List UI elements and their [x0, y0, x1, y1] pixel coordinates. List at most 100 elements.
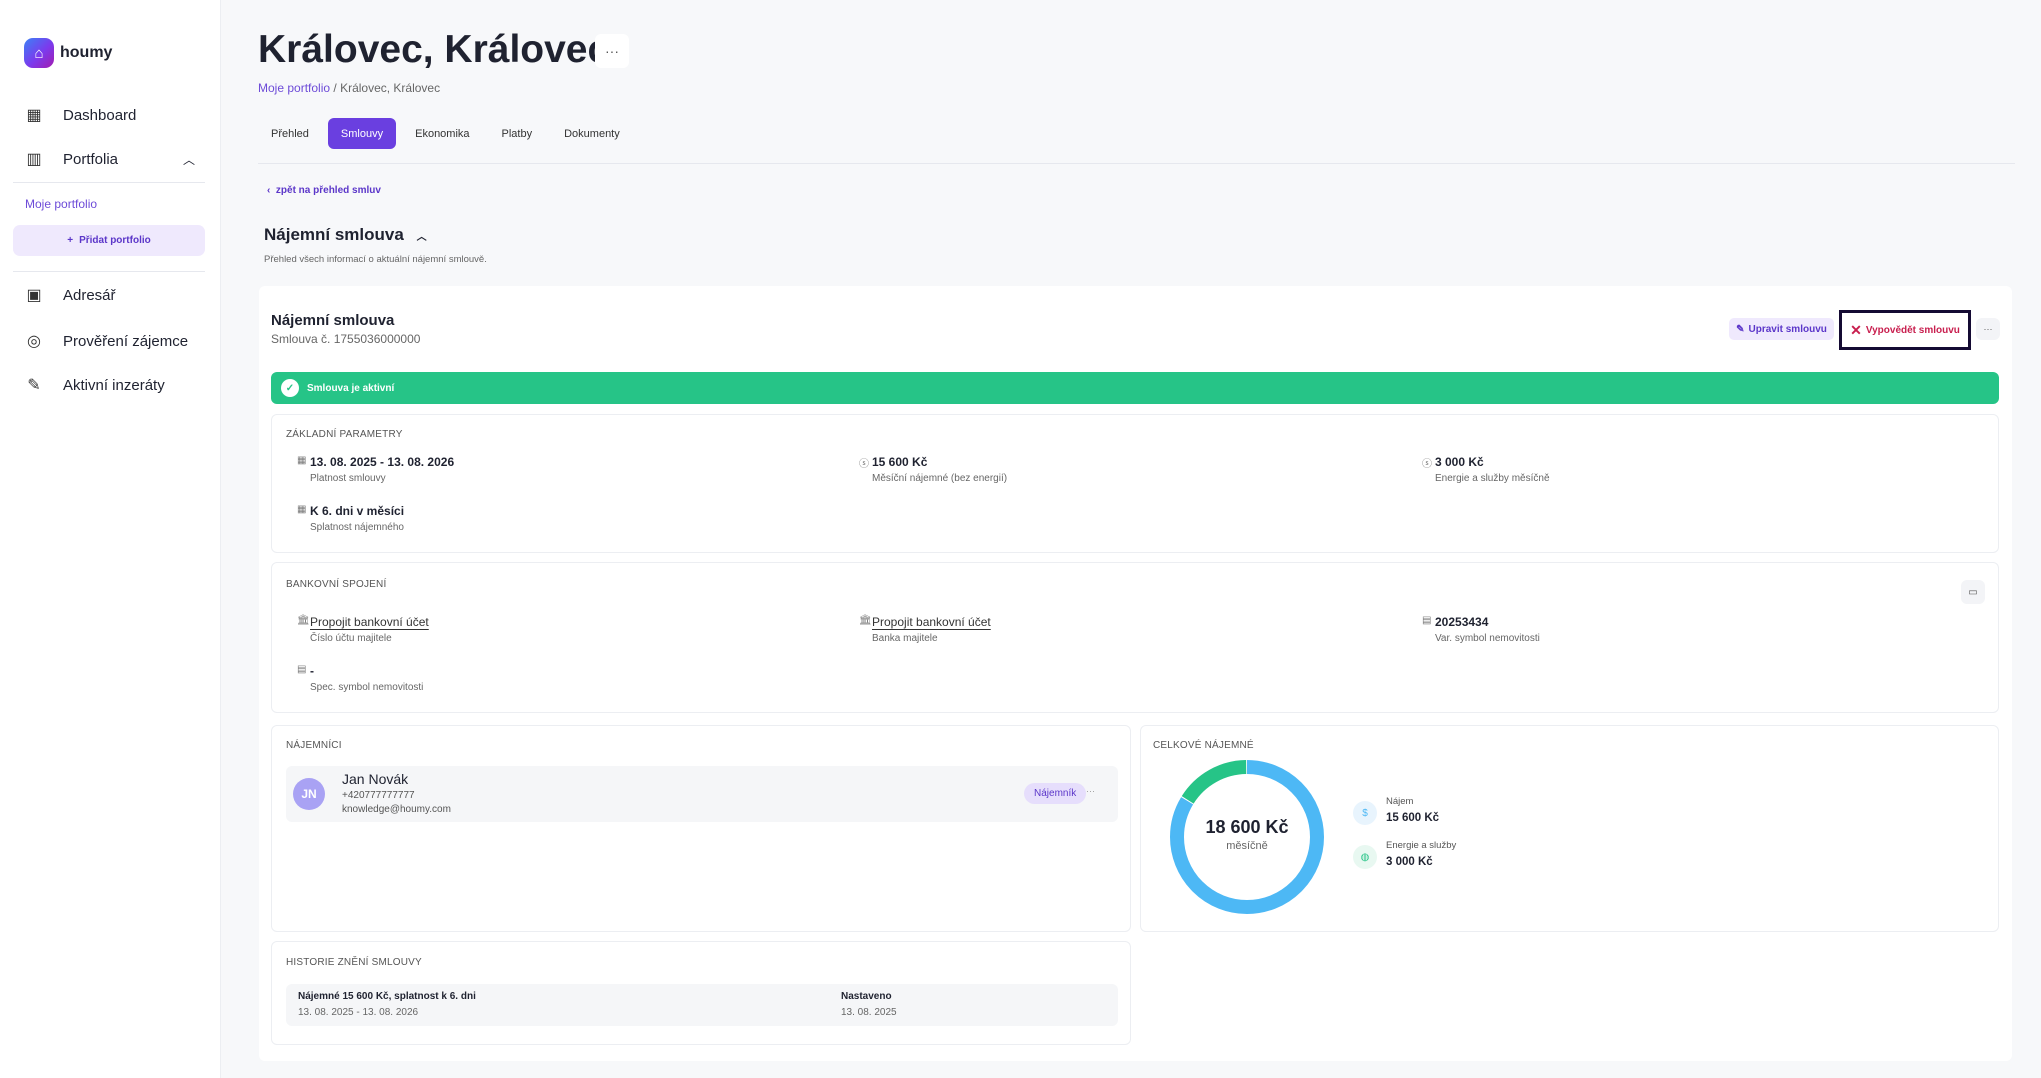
tenant-email: knowledge@houmy.com — [342, 804, 451, 815]
label: Banka majitele — [872, 633, 938, 644]
terminate-contract-button[interactable]: ✕ Vypovědět smlouvu — [1839, 310, 1971, 350]
tab-smlouvy[interactable]: Smlouvy — [327, 118, 397, 149]
section-heading: NÁJEMNÍCI — [286, 740, 342, 751]
validity-item: ▦ 13. 08. 2025 - 13. 08. 2026 Platnost sml… — [297, 455, 455, 484]
edit-contract-button[interactable]: ✎ Upravit smlouvu — [1729, 318, 1834, 340]
tenant-row[interactable]: JN Jan Novák +420777777777 knowledge@hou… — [286, 766, 1118, 822]
tab-prehled[interactable]: Přehled — [271, 127, 309, 140]
calendar-icon: ▦ — [297, 504, 307, 515]
add-portfolio-button[interactable]: + Přidat portfolio — [13, 225, 205, 256]
tenant-name: Jan Novák — [342, 771, 409, 787]
sidebar-subitem-moje-portfolio[interactable]: Moje portfolio — [25, 197, 98, 211]
divider — [258, 163, 2015, 164]
coin-icon: ⓢ — [859, 459, 869, 470]
connect-bank-link[interactable]: Propojit bankovní účet — [310, 615, 429, 629]
label: Var. symbol nemovitosti — [1435, 633, 1540, 644]
breadcrumb: Moje portfolio / Královec, Královec — [258, 81, 441, 95]
status-banner: ✓ Smlouva je aktivní — [271, 372, 1999, 404]
total-amount: 18 600 Kč — [1205, 817, 1289, 837]
chevron-left-icon: ‹ — [267, 185, 271, 196]
legend-rent: Nájem 15 600 Kč — [1386, 796, 1439, 824]
breadcrumb-link[interactable]: Moje portfolio — [258, 81, 331, 95]
tenants-card: NÁJEMNÍCI JN Jan Novák +420777777777 kno… — [271, 725, 1131, 932]
tenant-more-button[interactable]: ··· — [1086, 786, 1095, 796]
label: Přidat portfolio — [79, 235, 151, 246]
basic-parameters-card: ZÁKLADNÍ PARAMETRY ▦ 13. 08. 2025 - 13. 0… — [271, 414, 1999, 553]
ellipsis-icon: ··· — [1086, 786, 1095, 796]
receipt-icon: ▤ — [1422, 615, 1432, 626]
section-heading: ZÁKLADNÍ PARAMETRY — [286, 429, 403, 440]
section-heading: HISTORIE ZNĚNÍ SMLOUVY — [286, 957, 422, 968]
tenant-phone: +420777777777 — [342, 790, 415, 801]
value: 13. 08. 2025 - 13. 08. 2026 — [310, 455, 455, 469]
ruler-icon: ✎ — [27, 377, 41, 394]
value: K 6. dni v měsíci — [310, 504, 405, 518]
label: Dashboard — [63, 106, 137, 124]
page-more-button[interactable]: ··· — [595, 34, 629, 68]
pencil-icon: ✎ — [1736, 323, 1745, 335]
brand-name: houmy — [60, 44, 113, 61]
check-circle-icon: ✓ — [281, 379, 299, 397]
value: 15 600 Kč — [872, 455, 928, 469]
sidebar-item-aktivni-inzeraty[interactable]: ✎ Aktivní inzeráty — [25, 376, 165, 395]
label: Vypovědět smlouvu — [1865, 324, 1960, 336]
value: 3 000 Kč — [1435, 455, 1484, 469]
sidebar-item-portfolia[interactable]: ▥ Portfolia ︿ — [25, 150, 195, 169]
value: 3 000 Kč — [1386, 856, 1433, 868]
legend-utilities: Energie a služby 3 000 Kč — [1386, 840, 1456, 868]
due-item: ▦ K 6. dni v měsíci Splatnost nájemného — [297, 504, 405, 533]
history-card: HISTORIE ZNĚNÍ SMLOUVY Nájemné 15 600 Kč… — [271, 941, 1131, 1045]
user-search-icon: ◎ — [27, 333, 41, 350]
role-badge: Nájemník — [1024, 783, 1087, 804]
energy-icon: ◍ — [1353, 845, 1377, 869]
bank-icon: 🏛 — [297, 615, 310, 626]
building-icon: ▥ — [26, 151, 42, 168]
connect-bank-link[interactable]: Propojit bankovní účet — [872, 615, 991, 629]
bank-icon: 🏛 — [859, 615, 872, 626]
value: 15 600 Kč — [1386, 812, 1440, 824]
spec-symbol-item: ▤ - Spec. symbol nemovitosti — [297, 664, 423, 693]
label: Nájem — [1386, 796, 1414, 807]
ellipsis-icon: ··· — [605, 43, 619, 59]
donut-segment-0 — [1170, 760, 1324, 914]
contract-more-button[interactable]: ··· — [1976, 318, 2000, 340]
sidebar-item-dashboard[interactable]: ▦ Dashboard — [25, 106, 137, 125]
label: Upravit smlouvu — [1748, 323, 1827, 335]
history-status: Nastaveno — [841, 991, 892, 1002]
total-period: měsíčně — [1226, 840, 1268, 852]
label: Číslo účtu majitele — [310, 633, 392, 644]
label: Portfolia — [63, 150, 119, 168]
section-heading: CELKOVÉ NÁJEMNÉ — [1153, 740, 1254, 751]
card-icon: ▭ — [1968, 586, 1978, 598]
history-date: 13. 08. 2025 — [841, 1007, 897, 1018]
utilities-item: ⓢ 3 000 Kč Energie a služby měsíčně — [1422, 455, 1550, 484]
sidebar-item-provereni-zajemce[interactable]: ◎ Prověření zájemce — [25, 332, 189, 351]
label: Splatnost nájemného — [310, 522, 404, 533]
label: Měsíční nájemné (bez energií) — [872, 473, 1008, 484]
label: Aktivní inzeráty — [63, 376, 165, 394]
status-text: Smlouva je aktivní — [307, 382, 395, 394]
back-link[interactable]: ‹ zpět na přehled smluv — [267, 185, 381, 196]
section-title[interactable]: Nájemní smlouva ︿ — [264, 225, 427, 245]
label: Energie a služby měsíčně — [1435, 473, 1550, 484]
label: Platnost smlouvy — [310, 473, 386, 484]
tab-platby[interactable]: Platby — [501, 127, 533, 140]
chevron-up-icon: ︿ — [182, 152, 195, 167]
tabs: Přehled Smlouvy Ekonomika Platby Dokumen… — [258, 118, 633, 149]
tab-ekonomika[interactable]: Ekonomika — [415, 127, 470, 140]
divider — [13, 271, 205, 272]
contract-title: Nájemní smlouva — [271, 312, 395, 329]
ellipsis-icon: ··· — [1983, 324, 1993, 334]
account-item: 🏛 Propojit bankovní účet Číslo účtu majite… — [297, 615, 429, 644]
value: 20253434 — [1435, 615, 1489, 629]
sidebar: ⌂ houmy ▦ Dashboard ▥ Portfolia ︿ Moje port… — [0, 0, 221, 1078]
label: Prověření zájemce — [63, 332, 189, 350]
avatar: JN — [293, 778, 325, 810]
calendar-icon: ▦ — [297, 455, 307, 466]
page-title: Královec, Královec — [258, 28, 610, 71]
tab-dokumenty[interactable]: Dokumenty — [564, 127, 620, 140]
chevron-up-icon: ︿ — [416, 232, 427, 243]
card-icon-button[interactable]: ▭ — [1961, 580, 1985, 604]
sidebar-item-adresar[interactable]: ▣ Adresář — [25, 286, 115, 305]
bank-item: 🏛 Propojit bankovní účet Banka majitele — [859, 615, 991, 644]
